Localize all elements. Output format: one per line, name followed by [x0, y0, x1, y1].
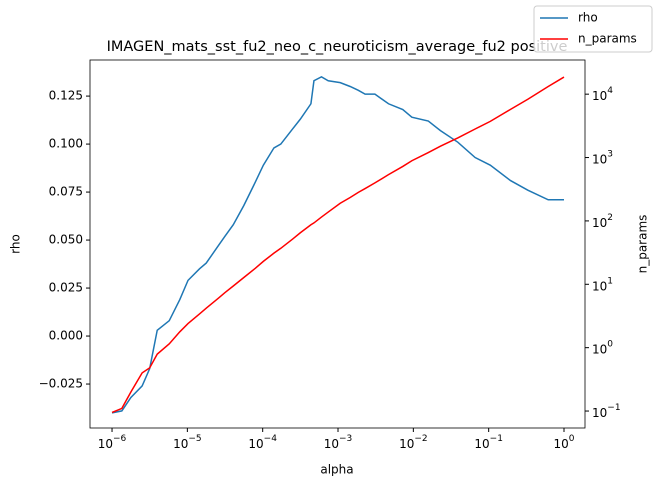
x-tick-label-exp: 0 — [569, 434, 575, 444]
y-tick-label: 0.100 — [49, 137, 83, 151]
x-tick-label: 10−5 — [173, 434, 202, 451]
y2-tick-label: 102 — [592, 212, 613, 229]
x-tick-label-base: 10 — [98, 437, 113, 451]
y2-tick-label-base: 10 — [592, 406, 607, 420]
y2-tick-label: 10−1 — [592, 403, 621, 420]
y2-tick-label-exp: 3 — [607, 149, 613, 159]
x-tick-label-base: 10 — [399, 437, 414, 451]
series-line — [111, 76, 564, 414]
x-tick-label-exp: −3 — [339, 434, 352, 444]
x-tick-label: 100 — [553, 434, 574, 451]
y-tick-label: 0.125 — [49, 89, 83, 103]
legend-label: n_params — [578, 32, 637, 46]
x-tick-label-exp: −1 — [490, 434, 503, 444]
y-tick-label: −0.025 — [39, 377, 83, 391]
y2-tick-label-exp: −1 — [607, 403, 620, 413]
x-tick-label-base: 10 — [173, 437, 188, 451]
x-axis-label: alpha — [320, 463, 353, 477]
plot-frame — [89, 59, 586, 429]
legend-label: rho — [578, 11, 598, 25]
x-tick-label-base: 10 — [324, 437, 339, 451]
x-tick-label-base: 10 — [248, 437, 263, 451]
x-tick-label: 10−6 — [98, 434, 127, 451]
y2-tick-label-base: 10 — [592, 89, 607, 103]
y2-tick-label: 103 — [592, 149, 613, 166]
y-tick-label: 0.025 — [49, 281, 83, 295]
y2-tick-label-exp: 2 — [607, 212, 613, 222]
y2-tick-label: 104 — [592, 86, 613, 103]
y-tick-label: 0.050 — [49, 233, 83, 247]
y2-axis-label: n_params — [636, 215, 650, 274]
y2-tick-label: 100 — [592, 339, 613, 356]
y-axis-label: rho — [9, 234, 23, 254]
x-tick-label-exp: −4 — [264, 434, 278, 444]
y2-tick-label-base: 10 — [592, 215, 607, 229]
series-line — [111, 76, 565, 414]
y-tick-label: 0.000 — [49, 329, 83, 343]
chart-title: IMAGEN_mats_sst_fu2_neo_c_neuroticism_av… — [107, 39, 568, 55]
x-tick-label: 10−3 — [324, 434, 353, 451]
x-tick-label: 10−2 — [399, 434, 428, 451]
x-tick-label-exp: −6 — [113, 434, 127, 444]
x-tick-label-base: 10 — [553, 437, 568, 451]
x-tick-label-exp: −5 — [188, 434, 201, 444]
y2-tick-label: 101 — [592, 276, 613, 293]
y2-tick-label-base: 10 — [592, 152, 607, 166]
x-tick-label-base: 10 — [474, 437, 489, 451]
x-tick-label-exp: −2 — [414, 434, 427, 444]
y2-tick-label-base: 10 — [592, 342, 607, 356]
y2-tick-label-exp: 4 — [607, 86, 613, 96]
y2-tick-label-exp: 0 — [607, 339, 613, 349]
y2-tick-label-base: 10 — [592, 279, 607, 293]
y2-tick-label-exp: 1 — [607, 276, 613, 286]
x-tick-label: 10−4 — [248, 434, 277, 451]
x-tick-label: 10−1 — [474, 434, 503, 451]
y-tick-label: 0.075 — [49, 185, 83, 199]
